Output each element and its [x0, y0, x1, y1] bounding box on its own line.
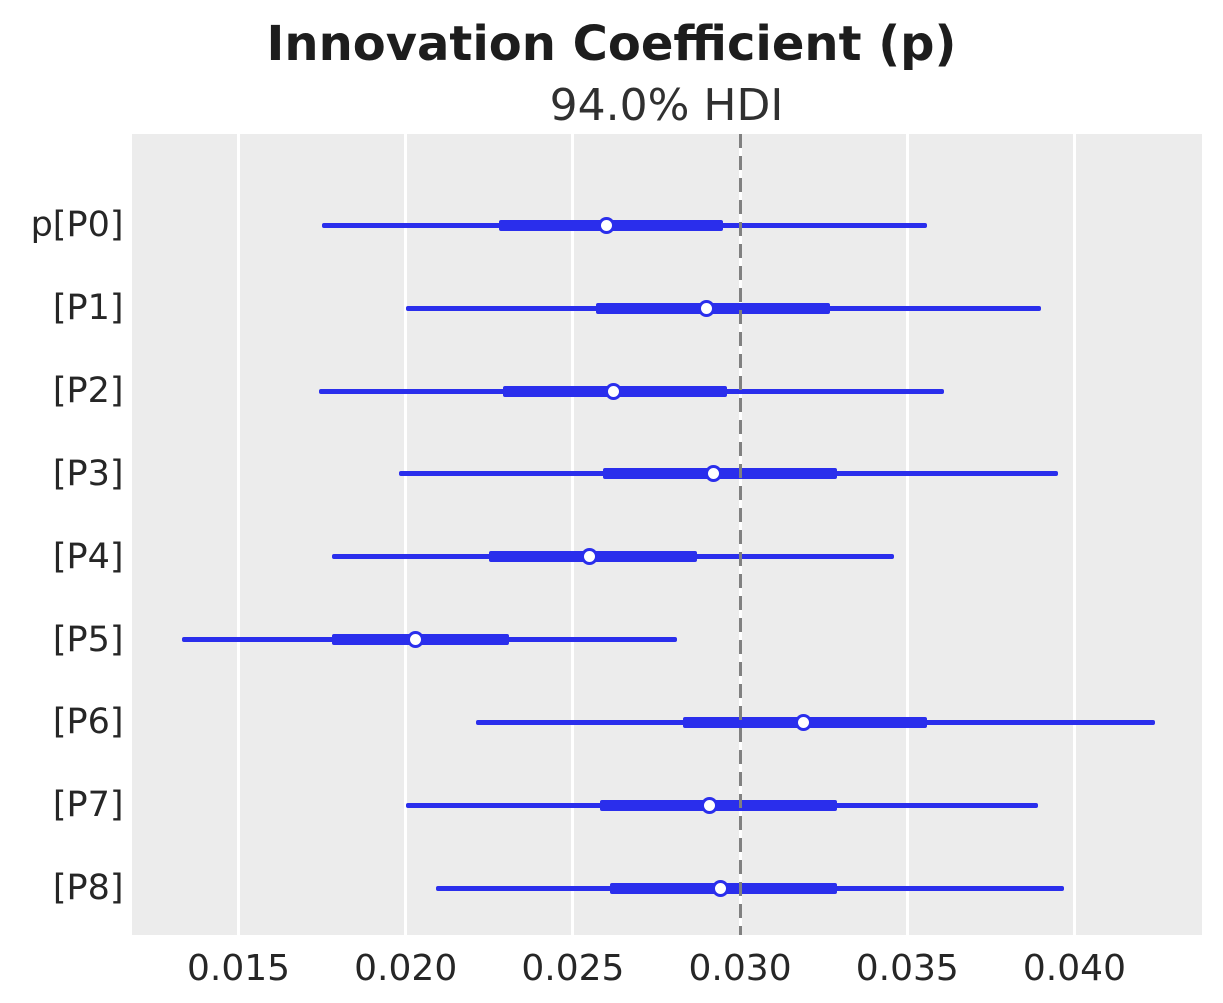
reference-line [738, 134, 742, 935]
gridline-0.040 [1072, 134, 1076, 935]
median-marker-P2 [604, 382, 622, 400]
gridline-0.015 [237, 134, 240, 935]
gridline-0.035 [905, 134, 909, 935]
median-marker-P5 [407, 631, 425, 649]
median-marker-P1 [698, 299, 716, 317]
x-tick-label-0.035: 0.035 [855, 948, 959, 989]
chart-title: Innovation Coefficient (p) [266, 16, 957, 72]
gridline-0.025 [571, 134, 575, 935]
median-marker-pP0 [597, 216, 615, 234]
median-marker-P3 [704, 465, 722, 483]
x-tick-label-0.015: 0.015 [186, 948, 291, 989]
median-marker-P8 [711, 879, 729, 897]
y-tick-label-pP0: p[P0] [30, 205, 124, 246]
median-marker-P7 [701, 796, 719, 814]
median-marker-P4 [581, 548, 599, 566]
chart-subtitle: 94.0% HDI [549, 80, 784, 131]
x-tick-label-0.025: 0.025 [521, 948, 625, 989]
y-tick-label-P1: [P1] [52, 288, 124, 329]
y-tick-label-P8: [P8] [52, 868, 124, 909]
median-marker-P6 [795, 713, 813, 731]
y-tick-label-P2: [P2] [52, 371, 124, 412]
y-tick-label-P5: [P5] [52, 619, 124, 660]
y-tick-label-P6: [P6] [52, 702, 124, 743]
quartile-interval-P7 [599, 799, 838, 811]
gridline-0.020 [404, 134, 408, 935]
x-tick-label-0.030: 0.030 [688, 948, 792, 989]
x-tick-label-0.040: 0.040 [1022, 948, 1126, 989]
plot-area [131, 134, 1202, 935]
y-tick-label-P7: [P7] [52, 785, 124, 826]
x-tick-label-0.020: 0.020 [354, 948, 458, 989]
y-tick-label-P3: [P3] [52, 453, 124, 494]
y-tick-label-P4: [P4] [52, 536, 124, 577]
